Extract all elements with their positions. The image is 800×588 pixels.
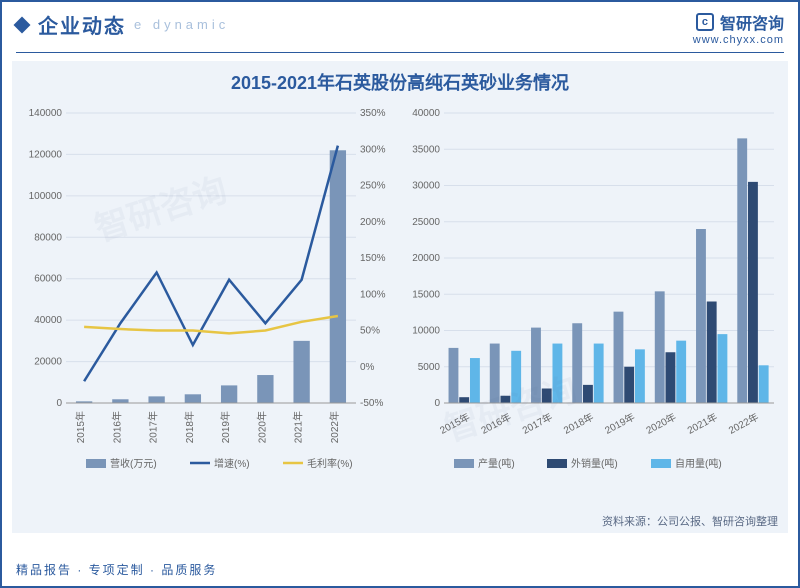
brand-url: www.chyxx.com bbox=[693, 34, 784, 46]
svg-text:15000: 15000 bbox=[412, 289, 440, 300]
svg-text:自用量(吨): 自用量(吨) bbox=[675, 457, 722, 470]
chart-title: 2015-2021年石英股份高纯石英砂业务情况 bbox=[18, 69, 782, 95]
svg-text:5000: 5000 bbox=[418, 362, 441, 373]
right-chart-svg: 0 5000 10000 15000 20000 25000 30000 35000 40000… bbox=[402, 105, 782, 485]
footer-tagline: 精品报告 · 专项定制 · 品质服务 bbox=[16, 561, 217, 578]
svg-text:2020年: 2020年 bbox=[255, 411, 268, 443]
svg-text:2022年: 2022年 bbox=[726, 410, 761, 437]
svg-text:2021年: 2021年 bbox=[685, 410, 720, 437]
svg-text:100%: 100% bbox=[360, 289, 386, 300]
svg-text:150%: 150% bbox=[360, 253, 386, 264]
header-right: c 智研咨询 www.chyxx.com bbox=[693, 10, 784, 46]
header: 企业动态 e dynamic c 智研咨询 www.chyxx.com bbox=[2, 2, 798, 50]
svg-text:2020年: 2020年 bbox=[644, 410, 679, 437]
svg-text:2017年: 2017年 bbox=[520, 410, 555, 437]
left-chart-svg: 0 20000 40000 60000 80000 100000 120000 140000 -… bbox=[18, 105, 398, 485]
svg-text:2021年: 2021年 bbox=[292, 411, 305, 443]
svg-text:10000: 10000 bbox=[412, 326, 440, 337]
svg-text:0: 0 bbox=[56, 398, 62, 409]
brand-row: c 智研咨询 bbox=[693, 10, 784, 34]
svg-text:350%: 350% bbox=[360, 108, 386, 119]
svg-text:300%: 300% bbox=[360, 144, 386, 155]
svg-text:20000: 20000 bbox=[34, 357, 62, 368]
svg-text:25000: 25000 bbox=[412, 217, 440, 228]
svg-text:2018年: 2018年 bbox=[561, 410, 596, 437]
svg-text:2017年: 2017年 bbox=[147, 411, 160, 443]
svg-text:增速(%): 增速(%) bbox=[214, 457, 250, 470]
svg-text:2022年: 2022年 bbox=[328, 411, 341, 443]
left-chart-panel: 0 20000 40000 60000 80000 100000 120000 140000 -… bbox=[18, 105, 398, 485]
svg-text:40000: 40000 bbox=[412, 108, 440, 119]
page-frame: 企业动态 e dynamic c 智研咨询 www.chyxx.com 2015… bbox=[0, 0, 800, 588]
svg-text:100000: 100000 bbox=[29, 191, 63, 202]
right-chart-panel: 0 5000 10000 15000 20000 25000 30000 35000 40000… bbox=[402, 105, 782, 485]
charts-row: 020000400006000080000100000120000140000-… bbox=[18, 105, 782, 485]
chart-area: 2015-2021年石英股份高纯石英砂业务情况 0 20000 40000 60000… bbox=[12, 61, 788, 533]
svg-text:120000: 120000 bbox=[29, 149, 63, 160]
svg-text:2019年: 2019年 bbox=[219, 411, 232, 443]
svg-text:20000: 20000 bbox=[412, 253, 440, 264]
svg-text:140000: 140000 bbox=[29, 108, 63, 119]
svg-text:-50%: -50% bbox=[360, 398, 383, 409]
svg-text:80000: 80000 bbox=[34, 232, 62, 243]
brand-logo-icon: c bbox=[696, 13, 714, 31]
svg-text:2015年: 2015年 bbox=[74, 411, 87, 443]
header-left: 企业动态 e dynamic bbox=[16, 10, 229, 39]
section-title: 企业动态 bbox=[38, 10, 126, 39]
diamond-icon bbox=[14, 16, 31, 33]
section-subtitle: e dynamic bbox=[134, 17, 229, 32]
svg-text:50%: 50% bbox=[360, 326, 380, 337]
svg-text:2019年: 2019年 bbox=[602, 410, 637, 437]
data-source: 资料来源：公司公报、智研咨询整理 bbox=[602, 513, 778, 529]
brand-name: 智研咨询 bbox=[720, 10, 784, 34]
svg-text:0: 0 bbox=[434, 398, 440, 409]
svg-text:35000: 35000 bbox=[412, 144, 440, 155]
svg-text:60000: 60000 bbox=[34, 274, 62, 285]
svg-text:营收(万元): 营收(万元) bbox=[110, 457, 157, 470]
svg-text:200%: 200% bbox=[360, 217, 386, 228]
svg-text:外销量(吨): 外销量(吨) bbox=[571, 457, 618, 470]
header-divider bbox=[16, 52, 784, 53]
svg-text:毛利率(%): 毛利率(%) bbox=[307, 457, 353, 470]
svg-text:产量(吨): 产量(吨) bbox=[478, 457, 515, 470]
svg-text:2016年: 2016年 bbox=[110, 411, 123, 443]
svg-text:40000: 40000 bbox=[34, 315, 62, 326]
svg-text:0%: 0% bbox=[360, 362, 375, 373]
svg-text:30000: 30000 bbox=[412, 181, 440, 192]
svg-text:2018年: 2018年 bbox=[183, 411, 196, 443]
svg-text:250%: 250% bbox=[360, 181, 386, 192]
svg-text:2016年: 2016年 bbox=[479, 410, 514, 437]
svg-text:2015年: 2015年 bbox=[437, 410, 472, 437]
